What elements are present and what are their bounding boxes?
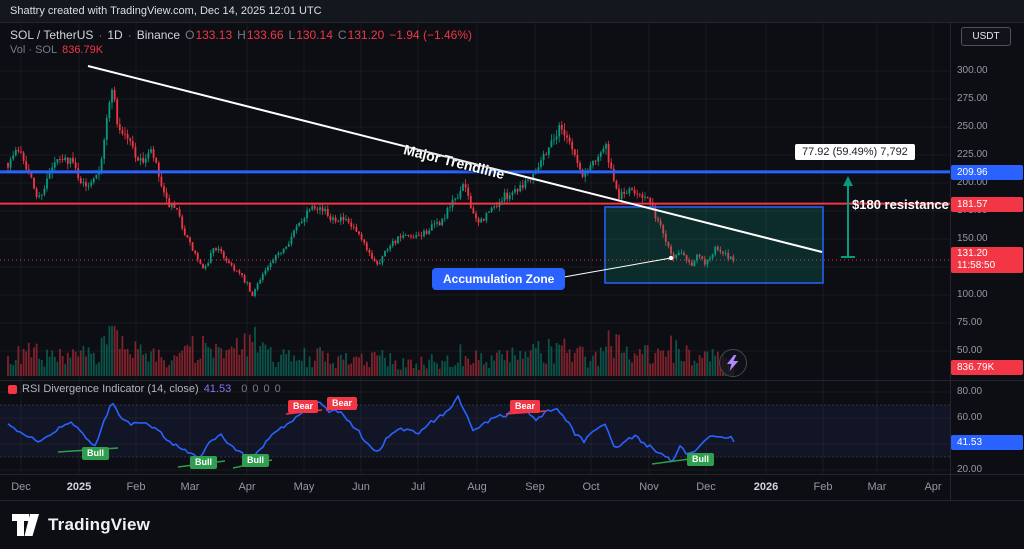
- low-value: 130.14: [296, 28, 333, 42]
- attribution-bar: Shattry created with TradingView.com, De…: [0, 0, 1024, 22]
- axis-tick: 300.00: [957, 65, 988, 76]
- close-label: C: [337, 28, 347, 42]
- countdown-timer: 11:58:50: [957, 260, 996, 271]
- indicator-icon: [8, 384, 17, 394]
- bull-marker: Bull: [82, 447, 109, 460]
- time-axis-label: Nov: [639, 481, 659, 493]
- time-axis-label: Jul: [410, 481, 426, 493]
- ohlc-high: H 133.66: [237, 28, 283, 42]
- bull-marker: Bull: [687, 453, 714, 466]
- rsi-axis-label: 41.53: [951, 435, 1023, 450]
- time-axis[interactable]: Dec 2025 Feb Mar Apr May Jun Jul Aug Sep Oct Nov Dec…: [0, 481, 950, 495]
- time-axis-label: Apr: [238, 481, 256, 493]
- time-axis-label: Mar: [180, 481, 200, 493]
- rsi-param-value: 0: [241, 383, 248, 395]
- time-axis-label: May: [293, 481, 315, 493]
- tradingview-wordmark[interactable]: TradingView: [48, 515, 151, 534]
- currency-toggle-button[interactable]: USDT: [961, 27, 1011, 46]
- interval-label[interactable]: 1D: [107, 28, 123, 42]
- attribution-text: Shattry created with TradingView.com, De…: [10, 5, 322, 17]
- time-axis-label: Dec: [11, 481, 31, 493]
- axis-tick: 100.00: [957, 289, 988, 300]
- high-value: 133.66: [246, 28, 284, 42]
- tradingview-logo-icon[interactable]: [12, 514, 40, 536]
- rsi-indicator-title[interactable]: RSI Divergence Indicator (14, close): [22, 383, 199, 395]
- axis-tick: 275.00: [957, 93, 988, 104]
- axis-tick: 60.00: [957, 412, 983, 423]
- axis-tick: 75.00: [957, 317, 983, 328]
- change-value: −1.94 (−1.46%): [389, 28, 473, 42]
- time-axis-label: 2025: [66, 481, 92, 493]
- bull-marker: Bull: [190, 456, 217, 469]
- rsi-param-value: 0: [252, 383, 259, 395]
- price-range-label[interactable]: 77.92 (59.49%) 7,792: [795, 144, 915, 160]
- rsi-indicator-value: 41.53: [203, 383, 232, 395]
- ohlc-open: O 133.13: [185, 28, 232, 42]
- bear-marker: Bear: [510, 400, 541, 413]
- lightning-icon: [727, 355, 739, 371]
- rsi-param-value: 0: [263, 383, 270, 395]
- bear-marker: Bear: [288, 400, 319, 413]
- accumulation-zone-label[interactable]: Accumulation Zone: [432, 268, 566, 290]
- exchange-label: Binance: [136, 28, 181, 42]
- low-label: L: [288, 28, 296, 42]
- separator-dot: ·: [98, 28, 103, 42]
- symbol-name[interactable]: SOL / TetherUS: [10, 28, 94, 42]
- resistance-label[interactable]: $180 resistance: [852, 197, 949, 212]
- ohlc-close: C 131.20: [338, 28, 384, 42]
- axis-tick: 80.00: [957, 386, 983, 397]
- time-axis-label: Jun: [352, 481, 370, 493]
- open-value: 133.13: [195, 28, 233, 42]
- volume-axis-label: 836.79K: [951, 360, 1023, 375]
- ohlc-low: L 130.14: [289, 28, 333, 42]
- boost-button[interactable]: [719, 349, 747, 377]
- axis-tick: 20.00: [957, 464, 983, 475]
- time-axis-label: Aug: [467, 481, 487, 493]
- footer-bar: TradingView: [0, 501, 1024, 549]
- volume-value: 836.79K: [62, 44, 104, 56]
- time-axis-label: Feb: [813, 481, 833, 493]
- volume-header: Vol · SOL 836.79K: [10, 44, 103, 56]
- rsi-indicator-header: RSI Divergence Indicator (14, close) 41.…: [8, 383, 281, 395]
- axis-tick: 225.00: [957, 149, 988, 160]
- axis-tick: 50.00: [957, 345, 983, 356]
- axis-tick: 200.00: [957, 177, 988, 188]
- rsi-param-value: 0: [274, 383, 281, 395]
- high-label: H: [237, 28, 246, 42]
- price-label-resistance: 181.57: [951, 197, 1023, 212]
- volume-label[interactable]: Vol · SOL: [10, 44, 58, 56]
- bear-marker: Bear: [327, 397, 358, 410]
- time-axis-label: Mar: [867, 481, 887, 493]
- time-axis-label: 2026: [753, 481, 779, 493]
- axis-tick: 250.00: [957, 121, 988, 132]
- last-price-value: 131.20: [957, 248, 988, 259]
- time-axis-label: Apr: [924, 481, 942, 493]
- open-label: O: [185, 28, 195, 42]
- time-axis-label: Sep: [525, 481, 545, 493]
- axis-tick: 150.00: [957, 233, 988, 244]
- separator-dot: ·: [127, 28, 132, 42]
- close-value: 131.20: [347, 28, 385, 42]
- price-label-last: 131.20 11:58:50: [951, 247, 1023, 273]
- price-axis[interactable]: 300.00275.00250.00225.00200.00175.00150.…: [951, 0, 1024, 500]
- time-axis-label: Oct: [582, 481, 600, 493]
- bull-marker: Bull: [242, 454, 269, 467]
- time-axis-label: Dec: [696, 481, 716, 493]
- time-axis-label: Feb: [126, 481, 146, 493]
- price-label-blue-line: 209.96: [951, 165, 1023, 180]
